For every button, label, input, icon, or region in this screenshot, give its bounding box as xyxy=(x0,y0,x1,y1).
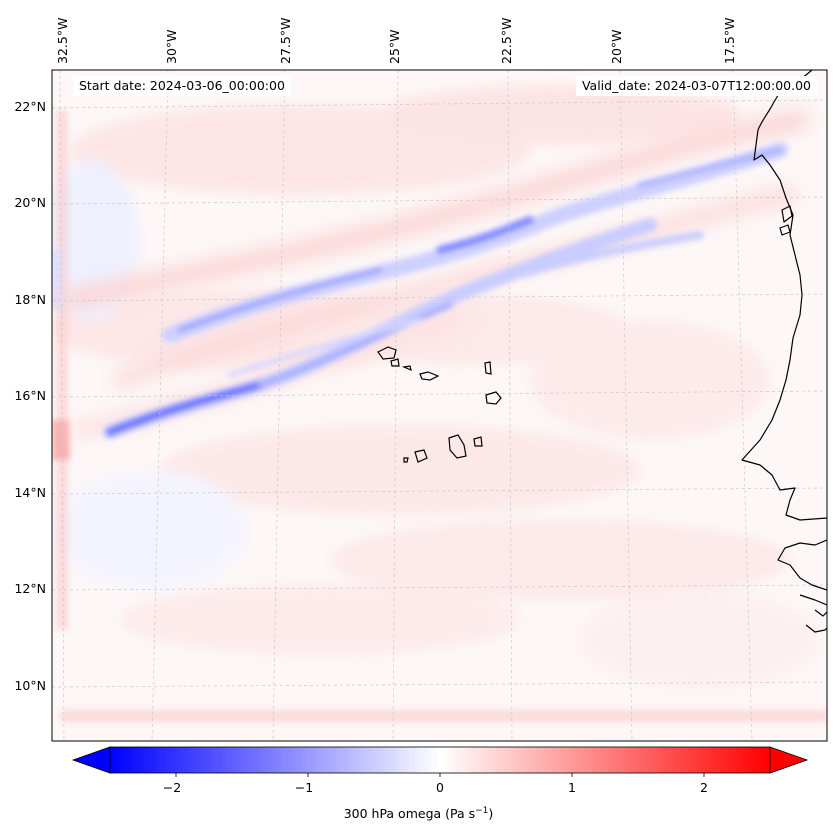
lat-label: 12°N xyxy=(14,581,46,596)
lat-label: 10°N xyxy=(14,678,46,693)
lon-label: 20°W xyxy=(609,29,624,64)
colorbar-tick: 0 xyxy=(436,780,444,795)
map-gridlines xyxy=(52,70,827,741)
valid-date-label: Valid_date: 2024-03-07T12:00:00.00 xyxy=(575,76,817,96)
lon-label: 17.5°W xyxy=(722,18,737,64)
colorbar-tick: −2 xyxy=(163,780,181,795)
colorbar-low-extend xyxy=(71,746,111,774)
colorbar: −2 −1 0 1 2 xyxy=(71,746,809,795)
colorbar-label-exponent: −1 xyxy=(475,806,489,816)
latitude-labels: 22°N 20°N 18°N 16°N 14°N 12°N 10°N xyxy=(14,99,46,693)
lon-label: 27.5°W xyxy=(278,18,293,64)
lat-label: 14°N xyxy=(14,485,46,500)
lat-label: 22°N xyxy=(14,99,46,114)
lon-label: 25°W xyxy=(387,29,402,64)
colorbar-tick: −1 xyxy=(295,780,313,795)
colorbar-tick: 2 xyxy=(700,780,708,795)
omega-field xyxy=(52,70,827,741)
lon-label: 32.5°W xyxy=(55,18,70,64)
colorbar-high-extend xyxy=(769,746,809,774)
longitude-labels: 32.5°W 30°W 27.5°W 25°W 22.5°W 20°W 17.5… xyxy=(55,18,737,64)
colorbar-tick: 1 xyxy=(568,780,576,795)
lat-label: 16°N xyxy=(14,388,46,403)
lat-label: 18°N xyxy=(14,292,46,307)
colorbar-label-close: ) xyxy=(488,806,494,822)
colorbar-label: 300 hPa omega (Pa s−1) xyxy=(0,806,837,821)
colorbar-label-text: 300 hPa omega (Pa s xyxy=(343,806,476,822)
lon-label: 22.5°W xyxy=(499,18,514,64)
start-date-label: Start date: 2024-03-06_00:00:00 xyxy=(73,76,291,96)
cape-verde-islands xyxy=(377,346,502,463)
colorbar-bar xyxy=(109,746,771,774)
lon-label: 30°W xyxy=(164,29,179,64)
map-frame xyxy=(51,69,828,742)
lat-label: 20°N xyxy=(14,195,46,210)
